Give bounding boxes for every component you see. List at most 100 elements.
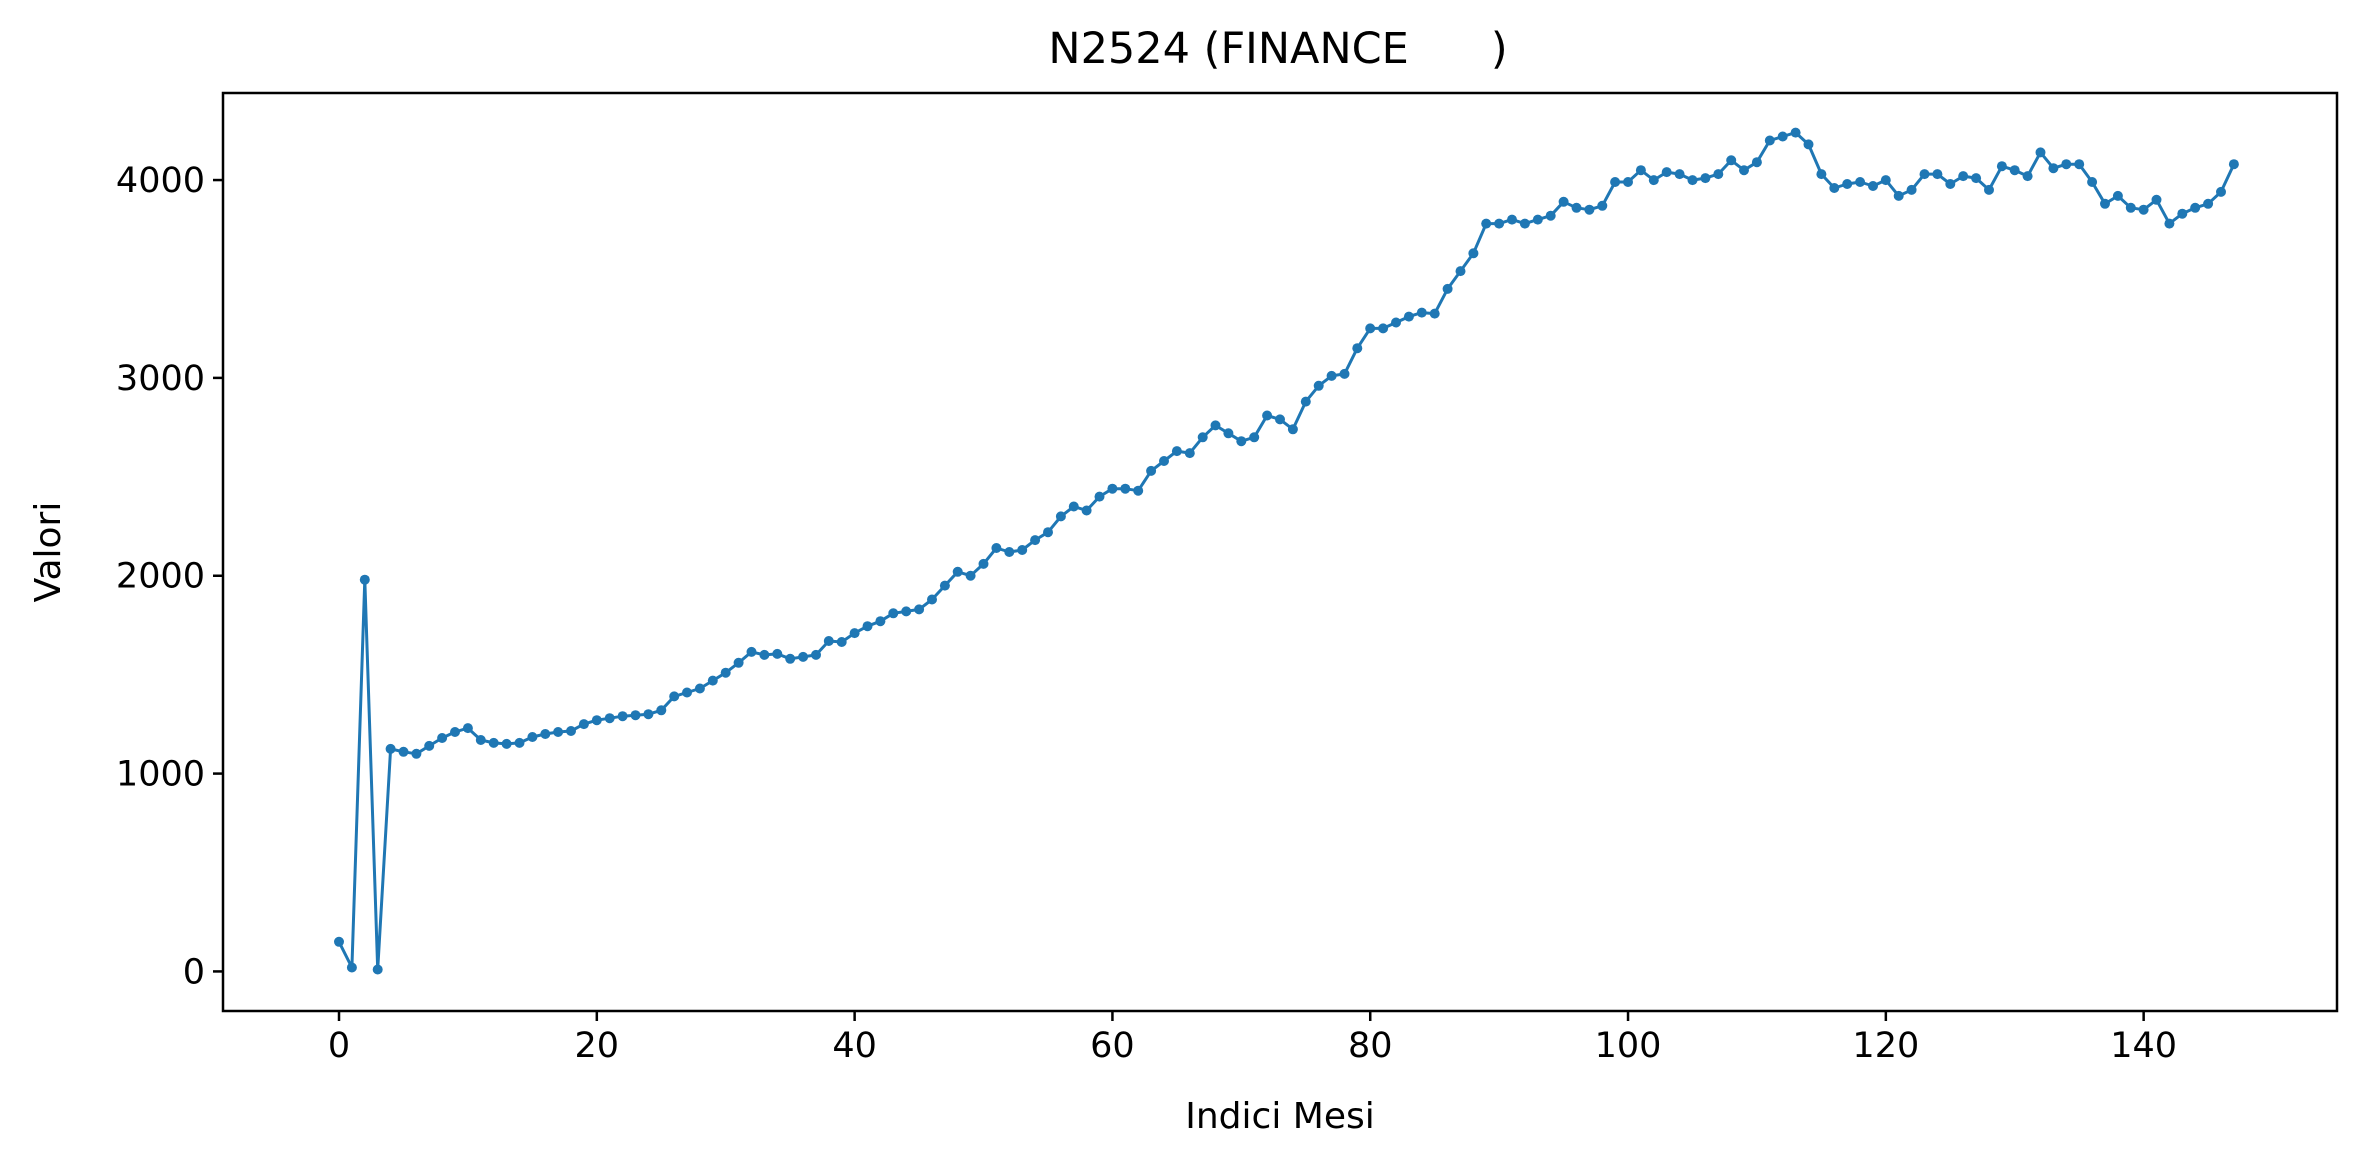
data-point [875, 616, 886, 627]
data-point [527, 732, 538, 742]
x-tick-label: 40 [832, 1026, 877, 1066]
data-point [1674, 169, 1685, 180]
data-point [927, 594, 937, 605]
data-point [772, 648, 783, 659]
data-point [2164, 218, 2175, 229]
data-point [566, 726, 576, 736]
data-point [411, 748, 422, 759]
data-point [1055, 511, 1066, 522]
data-point [462, 723, 473, 734]
x-axis-label: Indici Mesi [1185, 1096, 1375, 1137]
data-point [1043, 527, 1053, 538]
data-point [1700, 173, 1711, 184]
data-point [1068, 501, 1079, 512]
data-point [1829, 183, 1840, 193]
data-point [1687, 175, 1698, 186]
data-point [1803, 139, 1814, 150]
data-point [888, 608, 899, 619]
data-point [1932, 169, 1943, 180]
data-point [1094, 491, 1105, 502]
data-point [862, 621, 873, 632]
data-point [1790, 127, 1801, 138]
x-tick-label: 120 [1852, 1026, 1919, 1066]
data-point [914, 604, 925, 615]
data-point [553, 727, 564, 737]
data-point [1545, 210, 1556, 221]
data-point [2228, 159, 2239, 170]
data-point [1855, 177, 1866, 187]
data-point [346, 962, 357, 973]
data-point [1339, 368, 1350, 379]
data-point [694, 683, 705, 694]
data-point [398, 746, 409, 757]
data-point [1455, 266, 1466, 277]
data-point [1326, 370, 1337, 381]
data-point [1275, 414, 1285, 425]
x-axis: 0 20 40 60 80 100 120 140 [328, 1011, 2177, 1066]
data-point [1764, 135, 1775, 146]
data-point [1223, 428, 1234, 439]
x-tick-label: 80 [1348, 1026, 1393, 1066]
data-point [604, 713, 615, 724]
data-point [2151, 194, 2162, 205]
data-point [733, 657, 744, 668]
data-point [1971, 173, 1982, 184]
data-point [1249, 432, 1260, 443]
data-point [1893, 190, 1904, 201]
y-axis-label: Valori [28, 502, 69, 603]
data-point [1494, 218, 1505, 229]
data-point [1751, 157, 1762, 168]
data-point [1171, 446, 1182, 457]
data-point [656, 705, 667, 716]
data-point [1133, 485, 1144, 496]
data-point [901, 606, 912, 617]
data-point [1816, 169, 1827, 180]
data-point [1610, 177, 1621, 187]
data-point [1287, 424, 1298, 435]
data-point [1481, 218, 1492, 229]
data-point [1378, 323, 1389, 334]
data-point [952, 566, 963, 577]
data-point [643, 709, 654, 720]
data-point [1726, 155, 1737, 166]
data-point [1120, 483, 1131, 494]
data-point [939, 580, 950, 591]
data-point [2035, 147, 2046, 158]
data-point [1532, 214, 1543, 225]
data-point [1416, 307, 1427, 318]
data-point [1996, 161, 2007, 172]
data-point [372, 964, 383, 975]
data-point [2061, 159, 2072, 170]
data-point [1210, 420, 1221, 431]
data-point [630, 710, 641, 721]
series-line [337, 131, 2236, 971]
data-point [1403, 311, 1414, 322]
data-point [1107, 483, 1118, 494]
data-point [2138, 204, 2149, 215]
data-point [578, 719, 589, 730]
data-point [2048, 163, 2059, 174]
x-tick-label: 0 [328, 1026, 350, 1066]
x-tick-label: 140 [2110, 1026, 2177, 1066]
data-point [1313, 380, 1324, 391]
data-point [1519, 218, 1530, 229]
data-point [1777, 131, 1788, 142]
data-point [1468, 248, 1479, 259]
data-point [2009, 165, 2020, 176]
data-point [823, 636, 834, 646]
data-point [1004, 547, 1015, 557]
data-point [501, 738, 512, 749]
data-point [1236, 436, 1247, 447]
data-point [2216, 186, 2226, 197]
data-point [2190, 202, 2201, 213]
data-point [1919, 169, 1930, 180]
data-point [1597, 200, 1608, 211]
x-tick-label: 60 [1090, 1026, 1135, 1066]
data-point [1184, 448, 1195, 459]
data-point [1713, 169, 1724, 180]
data-point [1365, 323, 1376, 334]
data-point [475, 735, 486, 745]
data-point [1648, 175, 1659, 186]
data-point [385, 743, 396, 754]
data-point [1146, 465, 1157, 476]
